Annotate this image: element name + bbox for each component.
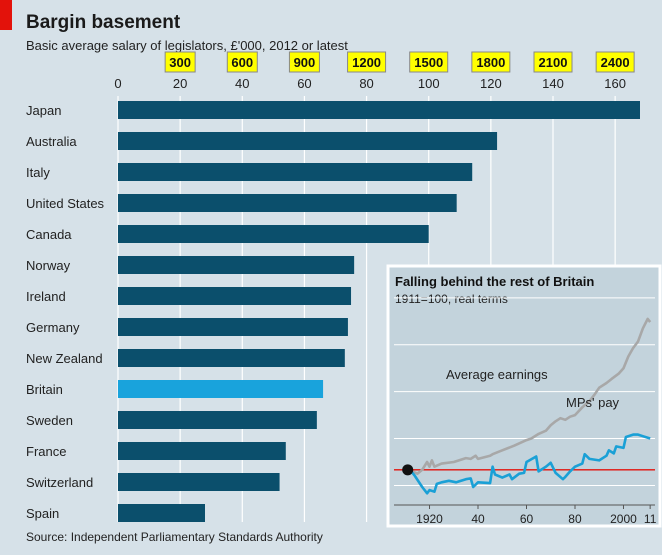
chart-subtitle: Basic average salary of legislators, £'0… — [26, 38, 348, 53]
category-label: Spain — [26, 506, 59, 521]
category-label: Japan — [26, 103, 61, 118]
category-label: New Zealand — [26, 351, 103, 366]
bar — [118, 101, 640, 119]
converted-tick-box — [533, 51, 573, 73]
inset-x-tick-label: 80 — [568, 512, 582, 526]
bar — [118, 225, 429, 243]
bar — [118, 349, 345, 367]
x-tick-label: 60 — [297, 76, 311, 91]
bar — [118, 132, 498, 150]
category-label: Italy — [26, 165, 50, 180]
x-tick-label: 40 — [235, 76, 249, 91]
category-label: Sweden — [26, 413, 73, 428]
inset-panel — [386, 264, 662, 528]
category-label: Switzerland — [26, 475, 93, 490]
bar — [118, 380, 324, 398]
bar — [118, 256, 355, 274]
converted-tick-box — [471, 51, 511, 73]
category-label: Australia — [26, 134, 77, 149]
converted-tick-box — [347, 51, 387, 73]
converted-tick-box — [288, 51, 320, 73]
inset-subtitle: 1911=100, real terms — [395, 292, 508, 306]
bar — [118, 504, 205, 522]
converted-tick-label: 900 — [294, 55, 316, 70]
annotation-average-earnings: Average earnings — [446, 367, 548, 382]
x-tick-label: 80 — [359, 76, 373, 91]
inset-title: Falling behind the rest of Britain — [395, 274, 594, 289]
x-tick-label: 140 — [542, 76, 564, 91]
series-line — [407, 433, 651, 495]
converted-tick-box — [409, 51, 449, 73]
bar — [118, 194, 457, 212]
inset-x-tick-label: 40 — [471, 512, 485, 526]
bar — [118, 287, 352, 305]
converted-tick-label: 1800 — [476, 55, 505, 70]
inset-x-tick-label: 1920 — [416, 512, 443, 526]
source-note: Source: Independent Parliamentary Standa… — [26, 530, 323, 544]
category-label: United States — [26, 196, 105, 211]
category-label: France — [26, 444, 66, 459]
chart-title: Bargin basement — [26, 12, 181, 33]
converted-tick-label: 600 — [231, 55, 253, 70]
bar — [118, 163, 473, 181]
category-label: Germany — [26, 320, 80, 335]
x-tick-label: 0 — [114, 76, 121, 91]
series-line — [407, 317, 652, 475]
brand-tag — [0, 0, 12, 30]
x-tick-label: 20 — [173, 76, 187, 91]
x-tick-label: 160 — [604, 76, 626, 91]
bar — [118, 442, 286, 460]
category-label: Ireland — [26, 289, 66, 304]
converted-tick-label: 2400 — [601, 55, 630, 70]
bar — [118, 411, 317, 429]
converted-tick-box — [595, 51, 635, 73]
category-label: Canada — [26, 227, 72, 242]
bar — [118, 473, 280, 491]
category-label: Britain — [26, 382, 63, 397]
x-tick-label: 120 — [480, 76, 502, 91]
start-marker — [402, 464, 414, 476]
inset-x-tick-label: 2000 — [610, 512, 637, 526]
converted-tick-box — [164, 51, 196, 73]
converted-tick-box — [226, 51, 258, 73]
converted-tick-label: 1500 — [414, 55, 443, 70]
category-label: Norway — [26, 258, 71, 273]
bar — [118, 318, 348, 336]
inset-x-tick-label: 11 — [644, 512, 657, 526]
converted-tick-label: 300 — [169, 55, 191, 70]
converted-tick-label: 1200 — [352, 55, 381, 70]
converted-tick-label: 2100 — [539, 55, 568, 70]
inset-x-tick-label: 60 — [520, 512, 534, 526]
annotation-mps-pay: MPs' pay — [566, 395, 620, 410]
x-tick-label: 100 — [418, 76, 440, 91]
